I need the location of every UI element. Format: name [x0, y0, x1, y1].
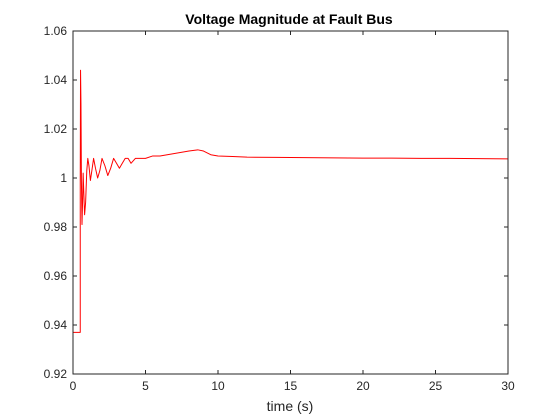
- x-tick-label: 20: [356, 379, 370, 393]
- chart-title: Voltage Magnitude at Fault Bus: [185, 11, 393, 27]
- y-tick-label: 0.94: [44, 318, 68, 332]
- y-tick-label: 1.04: [44, 73, 68, 87]
- x-tick-label: 5: [142, 379, 149, 393]
- x-tick-label: 30: [501, 379, 515, 393]
- series-line-0: [73, 69, 509, 333]
- y-tick-label: 0.92: [44, 367, 68, 381]
- x-tick-label: 25: [429, 379, 443, 393]
- x-tick-label: 15: [284, 379, 298, 393]
- tick-layer: 0 5 10 15 20 25 30 0.92 0.94 0.96 0.98 1 1.02 1.04 1.0…: [44, 24, 515, 393]
- series-layer: [73, 69, 509, 333]
- y-tick-label: 0.98: [44, 220, 68, 234]
- x-tick-label: 10: [211, 379, 225, 393]
- x-axis-label: time (s): [267, 398, 314, 414]
- plot-area: [73, 31, 508, 374]
- y-tick-label: 1.02: [44, 122, 68, 136]
- y-tick-label: 1.06: [44, 24, 68, 38]
- x-tick-label: 0: [70, 379, 77, 393]
- y-tick-label: 1: [60, 171, 67, 185]
- y-tick-label: 0.96: [44, 269, 68, 283]
